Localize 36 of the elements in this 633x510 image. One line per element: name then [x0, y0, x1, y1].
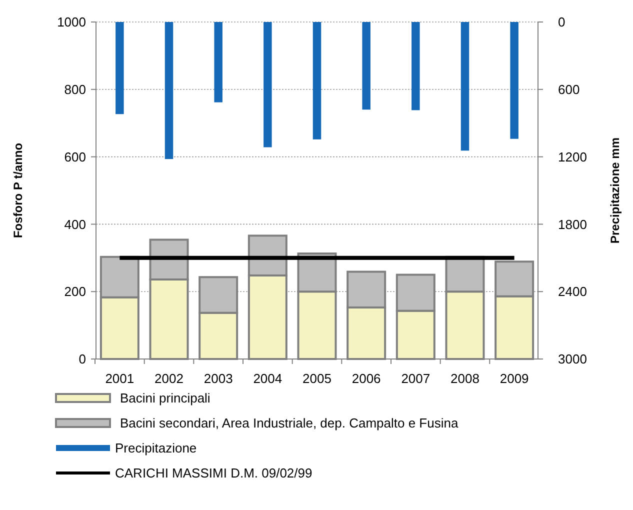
bar — [412, 22, 420, 110]
legend-label: CARICHI MASSIMI D.M. 09/02/99 — [115, 466, 312, 481]
bar — [312, 22, 322, 140]
bar — [460, 22, 470, 151]
y2-tick-label: 3000 — [558, 352, 587, 367]
x-tick-label: 2005 — [302, 371, 332, 386]
y2-tick-label: 2400 — [558, 284, 587, 300]
y2-tick-label: 1800 — [558, 216, 587, 232]
bar — [362, 22, 370, 110]
legend-label: Precipitazione — [115, 440, 197, 456]
y-tick-label: 1000 — [57, 14, 86, 30]
bar — [164, 22, 174, 160]
y-tick-label: 600 — [64, 149, 86, 164]
x-tick-label: 2003 — [204, 371, 233, 386]
legend-label: Bacini principali — [120, 390, 210, 406]
y-axis-title: Fosforo P t/anno — [11, 142, 25, 238]
x-tick-label: 2004 — [253, 371, 282, 386]
x-tick-label: 2002 — [154, 371, 184, 386]
y-tick-label: 400 — [64, 216, 86, 232]
x-tick-label: 2008 — [450, 371, 480, 386]
y-tick-label: 200 — [64, 284, 86, 300]
y-tick-label: 0 — [78, 352, 86, 367]
x-tick-label: 2001 — [105, 371, 134, 386]
x-tick-label: 2009 — [500, 371, 529, 386]
y2-tick-label: 600 — [558, 82, 580, 97]
x-tick-label: 2006 — [352, 371, 381, 386]
y2-tick-label: 1200 — [558, 149, 587, 164]
y2-tick-label: 0 — [558, 14, 566, 30]
bar — [264, 22, 272, 148]
bar — [510, 22, 518, 139]
x-tick-label: 2007 — [401, 371, 430, 386]
y-tick-label: 800 — [64, 82, 86, 97]
bar — [214, 22, 222, 102]
y2-axis-title: Precipitazione mm — [608, 137, 622, 244]
legend-label: Bacini secondari, Area Industriale, dep. Campalto e Fusina — [120, 416, 459, 431]
bar — [116, 22, 124, 114]
